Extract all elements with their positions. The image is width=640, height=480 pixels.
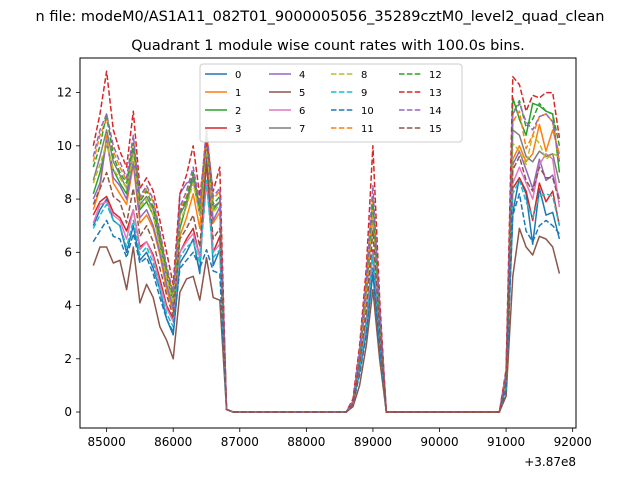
legend-label-1: 1 [235,88,241,99]
x-offset-label: +3.87e8 [524,455,576,469]
legend-label-9: 9 [361,88,367,99]
y-tick-label: 2 [64,352,72,366]
chart-title: Quadrant 1 module wise count rates with … [131,38,525,54]
y-tick-label: 0 [64,405,72,419]
y-tick-label: 8 [64,192,72,206]
legend-label-14: 14 [429,106,442,117]
legend-label-13: 13 [429,88,442,99]
legend-label-2: 2 [235,106,241,117]
legend-label-0: 0 [235,70,241,81]
legend-label-10: 10 [361,106,374,117]
legend-label-12: 12 [429,70,442,81]
figure-suptitle: n file: modeM0/AS1A11_082T01_9000005056_… [36,9,605,25]
x-tick-label: 90000 [420,435,458,449]
legend-box [199,63,463,143]
legend-label-15: 15 [429,124,442,135]
legend-label-3: 3 [235,124,241,135]
series-line-13 [92,70,561,413]
x-axis: 85000 86000 87000 88000 89000 90000 91000 92000 [88,428,592,449]
legend-label-6: 6 [299,106,305,117]
series-lines [92,70,561,413]
x-tick-label: 88000 [287,435,325,449]
x-tick-label: 85000 [88,435,126,449]
plot-area: 85000 86000 87000 88000 89000 90000 91000 92000… [57,57,592,469]
legend-label-11: 11 [361,124,374,135]
x-tick-label: 87000 [221,435,259,449]
series-line-10 [92,193,560,413]
legend-label-8: 8 [361,70,367,81]
y-tick-label: 4 [64,299,72,313]
axes-frame [79,57,577,429]
y-tick-label: 12 [57,86,72,100]
x-tick-label: 91000 [487,435,525,449]
x-tick-label: 86000 [154,435,192,449]
series-line-14 [92,102,561,413]
legend-label-4: 4 [299,70,305,81]
legend-label-5: 5 [299,88,305,99]
series-line-15 [92,155,561,413]
x-tick-label: 89000 [354,435,392,449]
y-axis: 0 2 4 6 8 10 12 [57,86,80,419]
y-tick-label: 6 [64,245,72,259]
legend-label-7: 7 [299,124,305,135]
x-tick-label: 92000 [554,435,592,449]
y-tick-label: 10 [57,139,72,153]
